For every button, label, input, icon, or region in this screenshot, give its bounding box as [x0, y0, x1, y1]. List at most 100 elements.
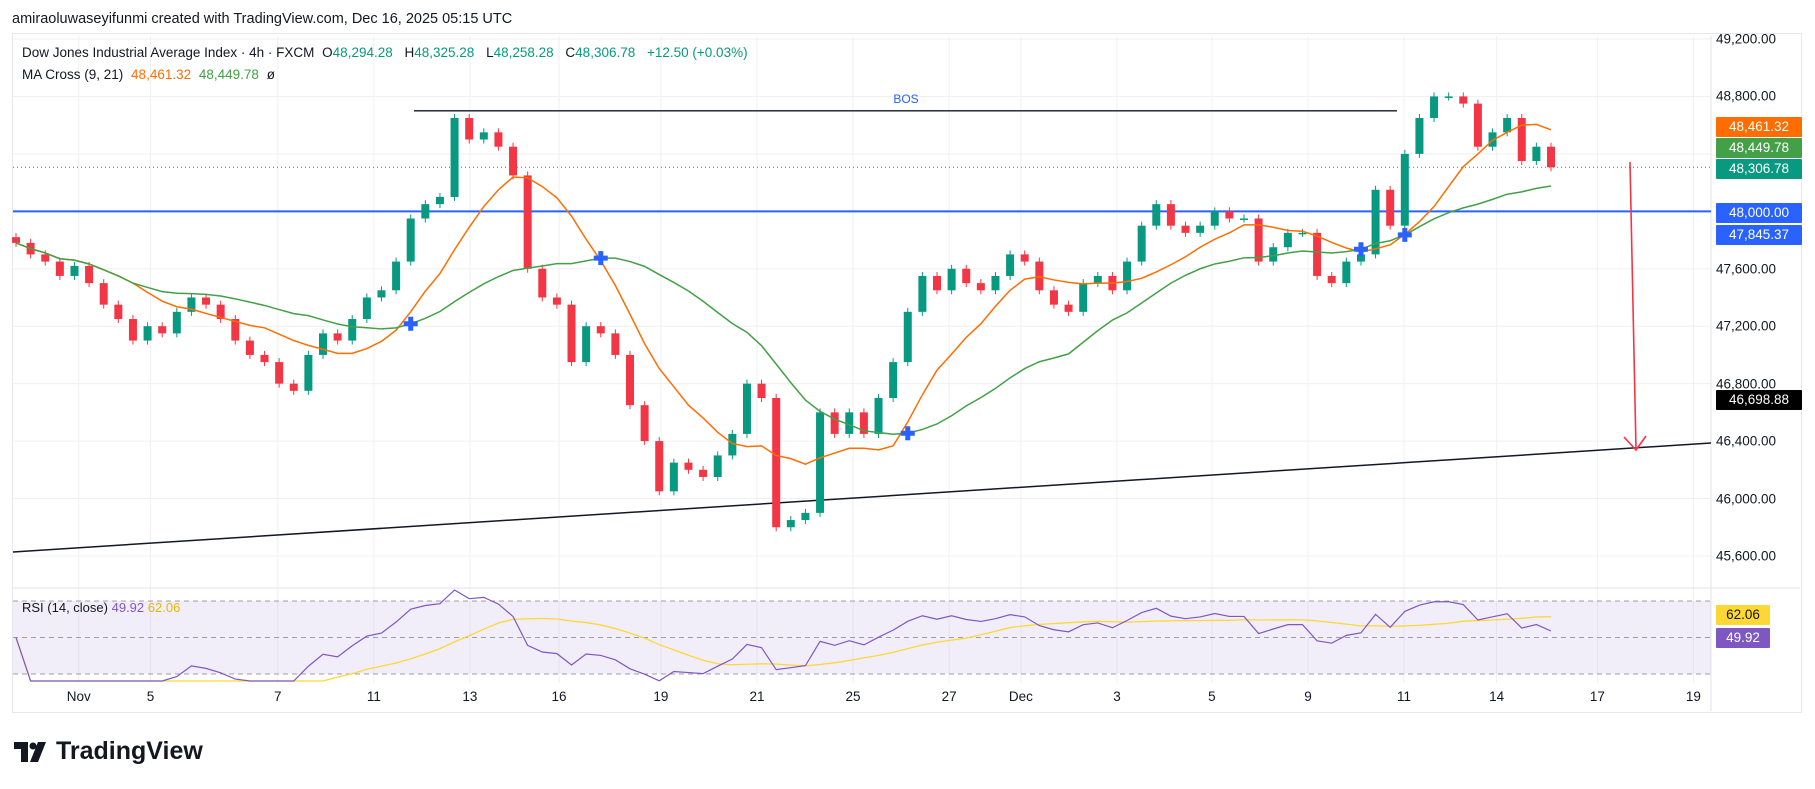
date-axis-label: 19 — [653, 689, 669, 704]
candle — [991, 275, 1000, 291]
candle — [12, 237, 20, 243]
close-label: C — [565, 45, 576, 60]
candle — [304, 354, 313, 391]
candle — [41, 254, 50, 262]
high-value: 48,325.28 — [414, 45, 475, 60]
chart-frame — [12, 33, 1802, 713]
attribution-text: amiraoluwaseyifunmi created with Trading… — [12, 11, 513, 27]
date-axis-label: Dec — [1008, 689, 1033, 704]
candle — [1342, 261, 1351, 284]
symbol-legend[interactable]: Dow Jones Industrial Average Index · 4h … — [22, 45, 752, 60]
candle — [611, 333, 620, 355]
candle — [1386, 189, 1395, 226]
candle — [1225, 211, 1234, 219]
price-axis-label: 49,200.00 — [1716, 31, 1777, 47]
candle — [1356, 254, 1365, 262]
tradingview-logo-icon — [14, 741, 46, 762]
date-axis-label: 27 — [941, 689, 957, 704]
candle — [406, 218, 415, 262]
candle — [1430, 96, 1439, 118]
rsi-line — [15, 589, 1552, 682]
ma-cross-legend[interactable]: MA Cross (9, 21) 48,461.32 48,449.78 ø — [22, 67, 279, 82]
candle — [728, 433, 737, 456]
candle — [801, 512, 810, 521]
date-axis-label: 9 — [1304, 689, 1312, 704]
candle — [319, 333, 327, 355]
candle — [333, 333, 342, 341]
candle — [713, 455, 722, 477]
candle — [538, 268, 547, 298]
rsi-tag: 49.92 — [1716, 628, 1770, 648]
candle — [275, 362, 284, 384]
candle — [757, 383, 766, 398]
candle — [1313, 232, 1322, 276]
candle — [655, 441, 664, 492]
candle — [1079, 283, 1088, 312]
ma-fast-value: 48,461.32 — [131, 67, 192, 82]
candle — [1093, 275, 1102, 284]
candle — [435, 196, 444, 205]
candle — [523, 175, 532, 269]
candle — [494, 132, 503, 147]
bos-label: BOS — [893, 92, 918, 106]
date-axis-label: 17 — [1589, 689, 1605, 704]
candle — [1532, 146, 1541, 162]
candle — [114, 304, 123, 320]
candle — [1517, 117, 1526, 162]
candle — [962, 268, 971, 284]
candle — [1503, 117, 1512, 133]
candle — [1459, 96, 1468, 104]
candle — [1269, 247, 1278, 262]
date-axis-label: 7 — [274, 689, 282, 704]
ma-cross-label: MA Cross (9, 21) — [22, 67, 124, 82]
candle — [392, 261, 401, 291]
candle — [918, 275, 927, 312]
target-arrow-icon — [1623, 161, 1647, 452]
candle — [1371, 189, 1380, 255]
date-axis-label: 5 — [146, 689, 155, 704]
candle — [128, 319, 137, 341]
candle — [567, 304, 576, 363]
candle — [421, 204, 430, 219]
ma-cross-marker-icon — [593, 251, 608, 266]
candle — [772, 398, 781, 528]
price-axis-label: 46,400.00 — [1716, 433, 1777, 449]
candle — [1547, 146, 1555, 168]
open-label: O — [322, 45, 333, 60]
candle — [509, 146, 518, 176]
ma-cross-marker-icon — [1353, 242, 1368, 257]
candle — [1240, 218, 1248, 220]
candle — [933, 275, 941, 291]
candle — [1415, 117, 1424, 154]
tradingview-logo[interactable]: TradingView — [14, 737, 203, 766]
candle — [626, 354, 634, 406]
low-label: L — [486, 45, 494, 60]
candle — [1181, 225, 1190, 233]
date-axis-label: 11 — [366, 689, 381, 704]
candle — [1064, 304, 1073, 312]
ma-cross-marker-icon — [403, 316, 418, 331]
candle — [187, 297, 196, 312]
candle — [1035, 261, 1044, 291]
candle — [582, 326, 591, 363]
date-axis-label: 21 — [749, 689, 765, 704]
candle — [202, 297, 211, 305]
price-axis-label: 48,800.00 — [1716, 88, 1777, 104]
candle — [742, 383, 751, 434]
candle — [1123, 261, 1132, 291]
ma-cross-marker-icon — [1397, 227, 1412, 242]
change-value: +12.50 (+0.03%) — [647, 45, 748, 60]
candle — [976, 283, 985, 291]
candle — [1254, 218, 1263, 262]
candle — [70, 265, 79, 276]
candle — [699, 469, 708, 477]
candle — [889, 362, 898, 398]
rsi-ma-value: 62.06 — [147, 600, 181, 615]
rsi-legend[interactable]: RSI (14, close) 49.92 62.06 — [22, 600, 180, 615]
candle — [1283, 232, 1292, 248]
candle — [1196, 225, 1205, 233]
date-axis-label: 25 — [845, 689, 861, 704]
candle — [1137, 225, 1146, 262]
ma-fast-line — [15, 123, 1552, 466]
